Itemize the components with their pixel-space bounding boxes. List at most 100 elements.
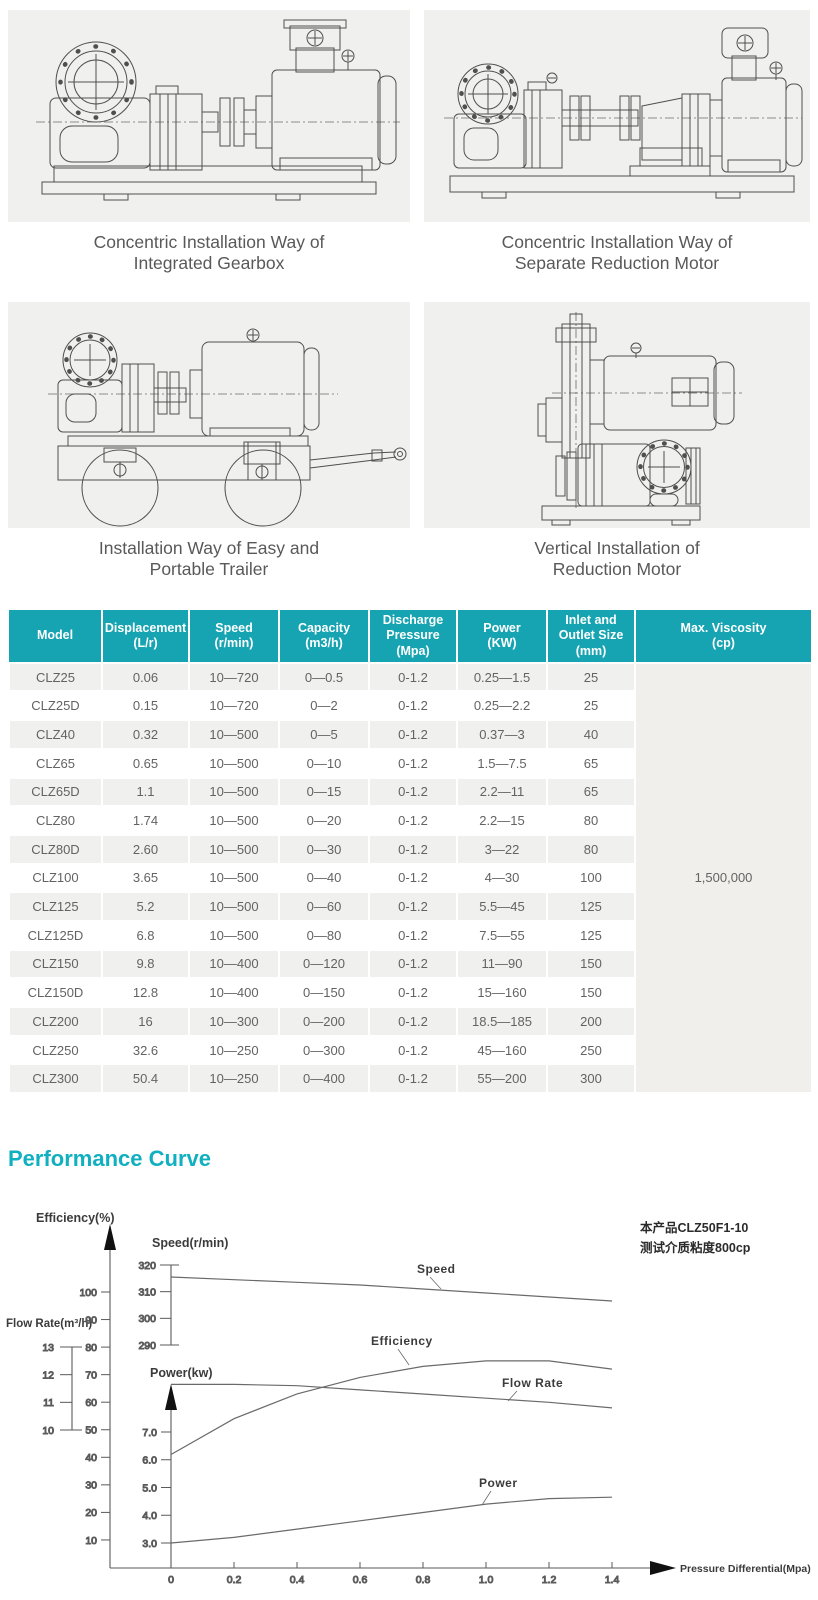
- table-cell: 0-1.2: [368, 1034, 457, 1065]
- table-cell: 0—15: [278, 776, 369, 807]
- efficiency-axis-label: Efficiency(%): [36, 1211, 115, 1225]
- power-axis-arrow: [165, 1384, 177, 1410]
- integrated-gearbox-drawing: [36, 19, 400, 201]
- column-header-7: Max. Viscosity (cp): [634, 610, 811, 663]
- column-header-6: Inlet and Outlet Size (mm): [546, 610, 635, 663]
- portable-trailer-drawing: [48, 328, 407, 527]
- table-row: CLZ25 0.06 10—720 0—0.5 0-1.2 0.25—1.5 25 1,500…: [8, 661, 811, 1093]
- table-cell: 10—500: [188, 776, 279, 807]
- svg-text:0.8: 0.8: [416, 1574, 431, 1586]
- svg-text:40: 40: [85, 1452, 97, 1464]
- table-cell: CLZ80: [8, 805, 102, 835]
- table-cell: 0—5: [278, 719, 369, 749]
- table-cell: 300: [546, 1063, 635, 1093]
- table-cell: 10—400: [188, 977, 279, 1007]
- table-cell: 0-1.2: [368, 719, 457, 749]
- caption-separate-reduction-motor: Concentric Installation Way of Separate …: [501, 232, 733, 274]
- table-cell: 10—500: [188, 719, 279, 749]
- table-cell: 2.2—11: [456, 776, 547, 807]
- table-cell: 50.4: [101, 1063, 189, 1093]
- caption-portable-trailer: Installation Way of Easy and Portable Tr…: [98, 538, 320, 580]
- table-cell: CLZ125: [8, 891, 102, 921]
- table-cell: 0—300: [278, 1034, 369, 1065]
- table-cell: CLZ200: [8, 1006, 102, 1036]
- table-cell: CLZ65: [8, 747, 102, 778]
- drawing-panel-vertical-installation: [424, 302, 810, 528]
- table-cell: 12.8: [101, 977, 189, 1007]
- drawing-panel-separate-reduction-motor: [424, 10, 810, 222]
- table-cell: 0-1.2: [368, 661, 457, 692]
- svg-text:80: 80: [85, 1342, 97, 1354]
- table-cell: 250: [546, 1034, 635, 1065]
- chart-annotation-model: 本产品CLZ50F1-10: [640, 1220, 748, 1235]
- speed-axis: [170, 1264, 179, 1346]
- flow-rate-axis-label: Flow Rate(m³/h): [6, 1318, 92, 1330]
- svg-text:3.0: 3.0: [142, 1538, 157, 1550]
- column-header-3: Capacity (m3/h): [278, 610, 369, 663]
- table-cell: 25: [546, 690, 635, 721]
- svg-text:10: 10: [42, 1425, 54, 1437]
- svg-text:100: 100: [79, 1287, 97, 1299]
- table-cell: 0—80: [278, 919, 369, 950]
- performance-curves: [170, 1276, 613, 1544]
- table-cell: 10—720: [188, 661, 279, 692]
- table-cell: CLZ150: [8, 948, 102, 979]
- table-cell: CLZ125D: [8, 919, 102, 950]
- table-cell: CLZ25: [8, 661, 102, 692]
- table-cell: 18.5—185: [456, 1006, 547, 1036]
- table-cell: 0—30: [278, 833, 369, 864]
- table-cell: CLZ65D: [8, 776, 102, 807]
- table-cell: 0-1.2: [368, 1006, 457, 1036]
- table-cell: 0—2: [278, 690, 369, 721]
- x-axis-label: Pressure Differential(Mpa): [680, 1563, 811, 1575]
- svg-text:30: 30: [85, 1480, 97, 1492]
- vertical-installation-drawing: [537, 312, 742, 526]
- table-cell: CLZ80D: [8, 833, 102, 864]
- table-cell: 3—22: [456, 833, 547, 864]
- performance-curve-chart: Efficiency(%) Pressure Differential(Mpa)…: [6, 1211, 811, 1587]
- chart-annotation-viscosity: 测试介质粘度800cp: [640, 1240, 751, 1255]
- table-cell: 65: [546, 747, 635, 778]
- table-cell: 11—90: [456, 948, 547, 979]
- table-cell: 45—160: [456, 1034, 547, 1065]
- table-row: CLZ40 0.32 10—500 0—5 0-1.2 0.37—3 40: [8, 719, 811, 749]
- table-cell: 5.2: [101, 891, 189, 921]
- svg-text:50: 50: [85, 1425, 97, 1437]
- table-cell: 0—200: [278, 1006, 369, 1036]
- table-cell: 9.8: [101, 948, 189, 979]
- table-cell: 0-1.2: [368, 862, 457, 893]
- table-cell: 10—500: [188, 919, 279, 950]
- table-cell: 0.25—2.2: [456, 690, 547, 721]
- column-header-0: Model: [9, 610, 102, 663]
- svg-text:300: 300: [138, 1313, 156, 1325]
- table-row: CLZ150D 12.8 10—400 0—150 0-1.2 15—160 150: [8, 977, 811, 1007]
- table-cell: 0-1.2: [368, 919, 457, 950]
- svg-text:6.0: 6.0: [142, 1455, 157, 1467]
- table-cell: 0-1.2: [368, 776, 457, 807]
- table-cell: CLZ40: [8, 719, 102, 749]
- table-cell: 2.2—15: [456, 805, 547, 835]
- flow-rate-curve-label: Flow Rate: [502, 1376, 563, 1390]
- table-cell: 0-1.2: [368, 948, 457, 979]
- table-cell: 0-1.2: [368, 891, 457, 921]
- table-cell: 0.15: [101, 690, 189, 721]
- table-cell: 150: [546, 948, 635, 979]
- svg-text:12: 12: [42, 1369, 54, 1381]
- svg-text:310: 310: [138, 1286, 156, 1298]
- flow-rate-ticks: 10 11 12 13: [42, 1341, 72, 1437]
- table-cell: 0.37—3: [456, 719, 547, 749]
- table-cell: 200: [546, 1006, 635, 1036]
- table-cell: 0.25—1.5: [456, 661, 547, 692]
- svg-text:0.4: 0.4: [290, 1574, 305, 1586]
- svg-text:1.2: 1.2: [542, 1574, 557, 1586]
- svg-text:0: 0: [168, 1574, 174, 1586]
- table-cell: 0-1.2: [368, 977, 457, 1007]
- table-cell: 0-1.2: [368, 690, 457, 721]
- table-cell: 0-1.2: [368, 1063, 457, 1093]
- table-row: CLZ125D 6.8 10—500 0—80 0-1.2 7.5—55 125: [8, 919, 811, 950]
- table-cell: 0-1.2: [368, 833, 457, 864]
- table-cell: 5.5—45: [456, 891, 547, 921]
- svg-text:60: 60: [85, 1397, 97, 1409]
- column-header-5: Power (KW): [456, 610, 547, 663]
- performance-curve-heading: Performance Curve: [8, 1146, 211, 1171]
